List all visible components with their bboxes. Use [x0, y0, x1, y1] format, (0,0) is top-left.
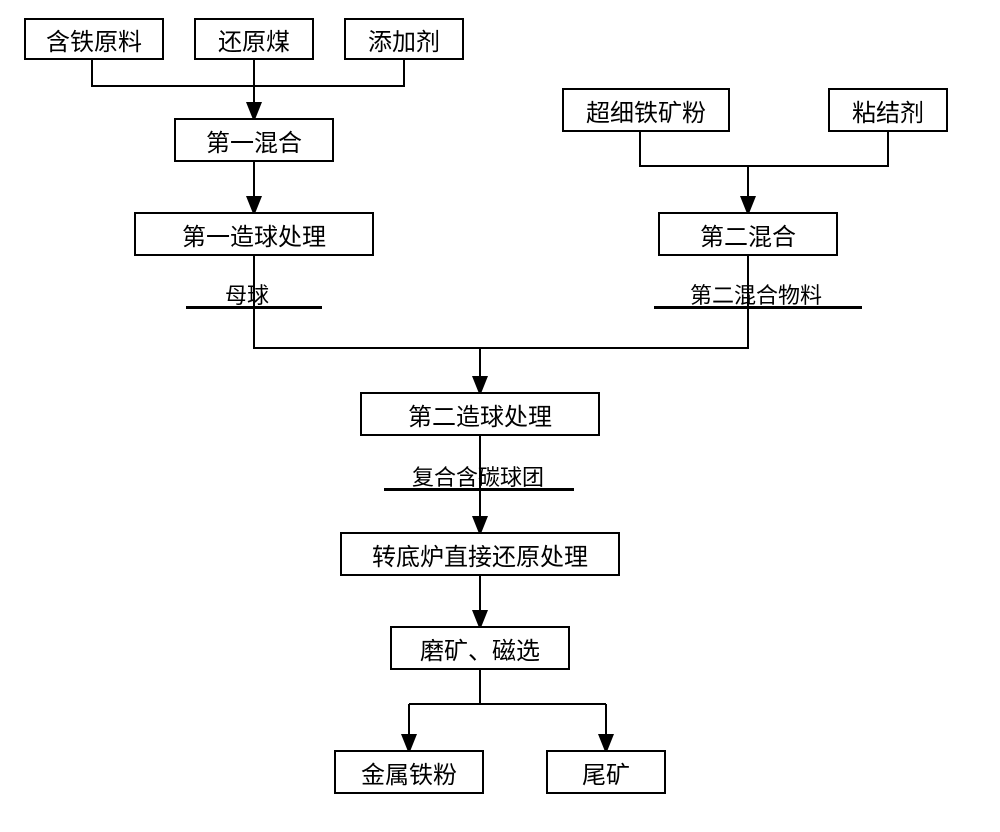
step-pellet1: 第一造球处理	[134, 212, 374, 256]
output-tailings: 尾矿	[546, 750, 666, 794]
output-iron-powder: 金属铁粉	[334, 750, 484, 794]
step-mix2: 第二混合	[658, 212, 838, 256]
input-additive: 添加剂	[344, 18, 464, 60]
step-grind: 磨矿、磁选	[390, 626, 570, 670]
input-coal: 还原煤	[194, 18, 314, 60]
input-binder: 粘结剂	[828, 88, 948, 132]
underline-muqiu	[186, 306, 322, 309]
input-iron-raw: 含铁原料	[24, 18, 164, 60]
step-mix1: 第一混合	[174, 118, 334, 162]
input-ultrafine-iron: 超细铁矿粉	[562, 88, 730, 132]
step-pellet2: 第二造球处理	[360, 392, 600, 436]
underline-compound	[384, 488, 574, 491]
underline-mix2mat	[654, 306, 862, 309]
step-rhf: 转底炉直接还原处理	[340, 532, 620, 576]
